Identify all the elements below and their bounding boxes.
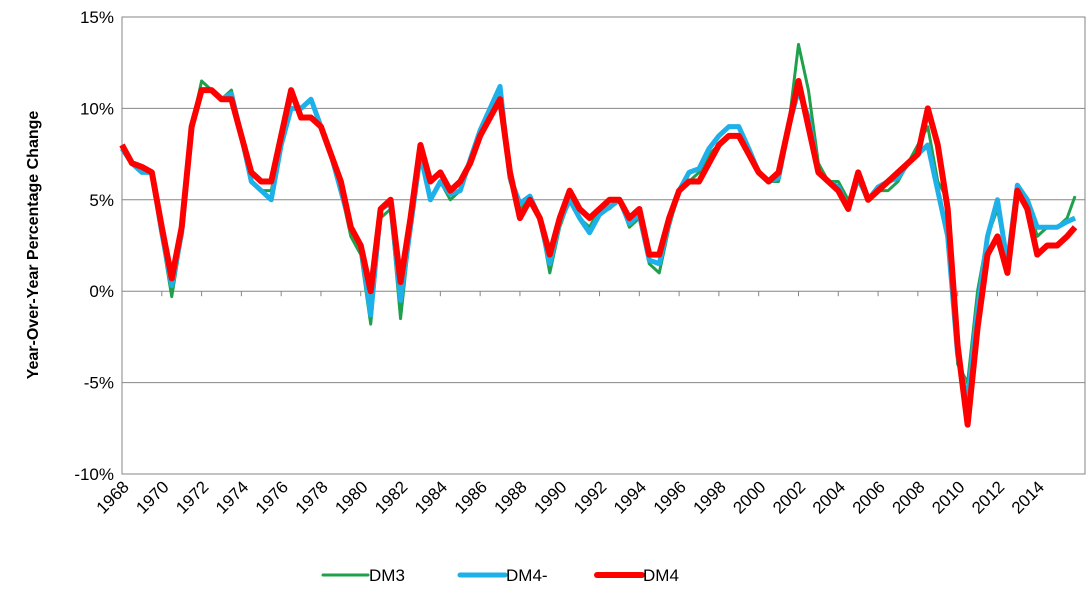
y-tick-label: 5% — [89, 191, 114, 210]
x-tick-label: 1972 — [172, 477, 212, 517]
legend-label: DM3 — [369, 566, 405, 585]
y-tick-label: 0% — [89, 282, 114, 301]
legend-label: DM4 — [643, 566, 679, 585]
x-tick-label: 2014 — [1008, 477, 1048, 517]
x-tick-label: 1978 — [292, 477, 332, 517]
y-tick-label: 15% — [80, 8, 114, 27]
series-line — [119, 77, 1078, 428]
x-tick-label: 1996 — [650, 477, 690, 517]
x-tick-label: 2010 — [928, 477, 968, 517]
x-tick-label: 1990 — [530, 477, 570, 517]
x-tick-label: 1992 — [570, 477, 610, 517]
x-tick-label: 2008 — [889, 477, 929, 517]
y-tick-label: -10% — [74, 465, 114, 484]
x-tick-label: 1986 — [451, 477, 491, 517]
y-tick-label: 10% — [80, 99, 114, 118]
x-tick-label: 1976 — [252, 477, 292, 517]
x-tick-label: 1998 — [690, 477, 730, 517]
y-axis-title: Year-Over-Year Percentage Change — [25, 111, 42, 380]
x-tick-label: 1980 — [331, 477, 371, 517]
x-tick-label: 2006 — [849, 477, 889, 517]
y-tick-label: -5% — [84, 374, 114, 393]
x-tick-label: 1974 — [212, 477, 252, 517]
x-tick-label: 2004 — [809, 477, 849, 517]
x-tick-label: 2000 — [729, 477, 769, 517]
plot-frame — [121, 16, 1086, 475]
legend-label: DM4- — [506, 566, 548, 585]
x-tick-label: 1984 — [411, 477, 451, 517]
x-tick-label: 2002 — [769, 477, 809, 517]
x-tick-label: 1994 — [610, 477, 650, 517]
x-tick-label: 2012 — [968, 477, 1008, 517]
x-tick-label: 1982 — [371, 477, 411, 517]
x-tick-label: 1988 — [491, 477, 531, 517]
x-tick-label: 1970 — [132, 477, 172, 517]
